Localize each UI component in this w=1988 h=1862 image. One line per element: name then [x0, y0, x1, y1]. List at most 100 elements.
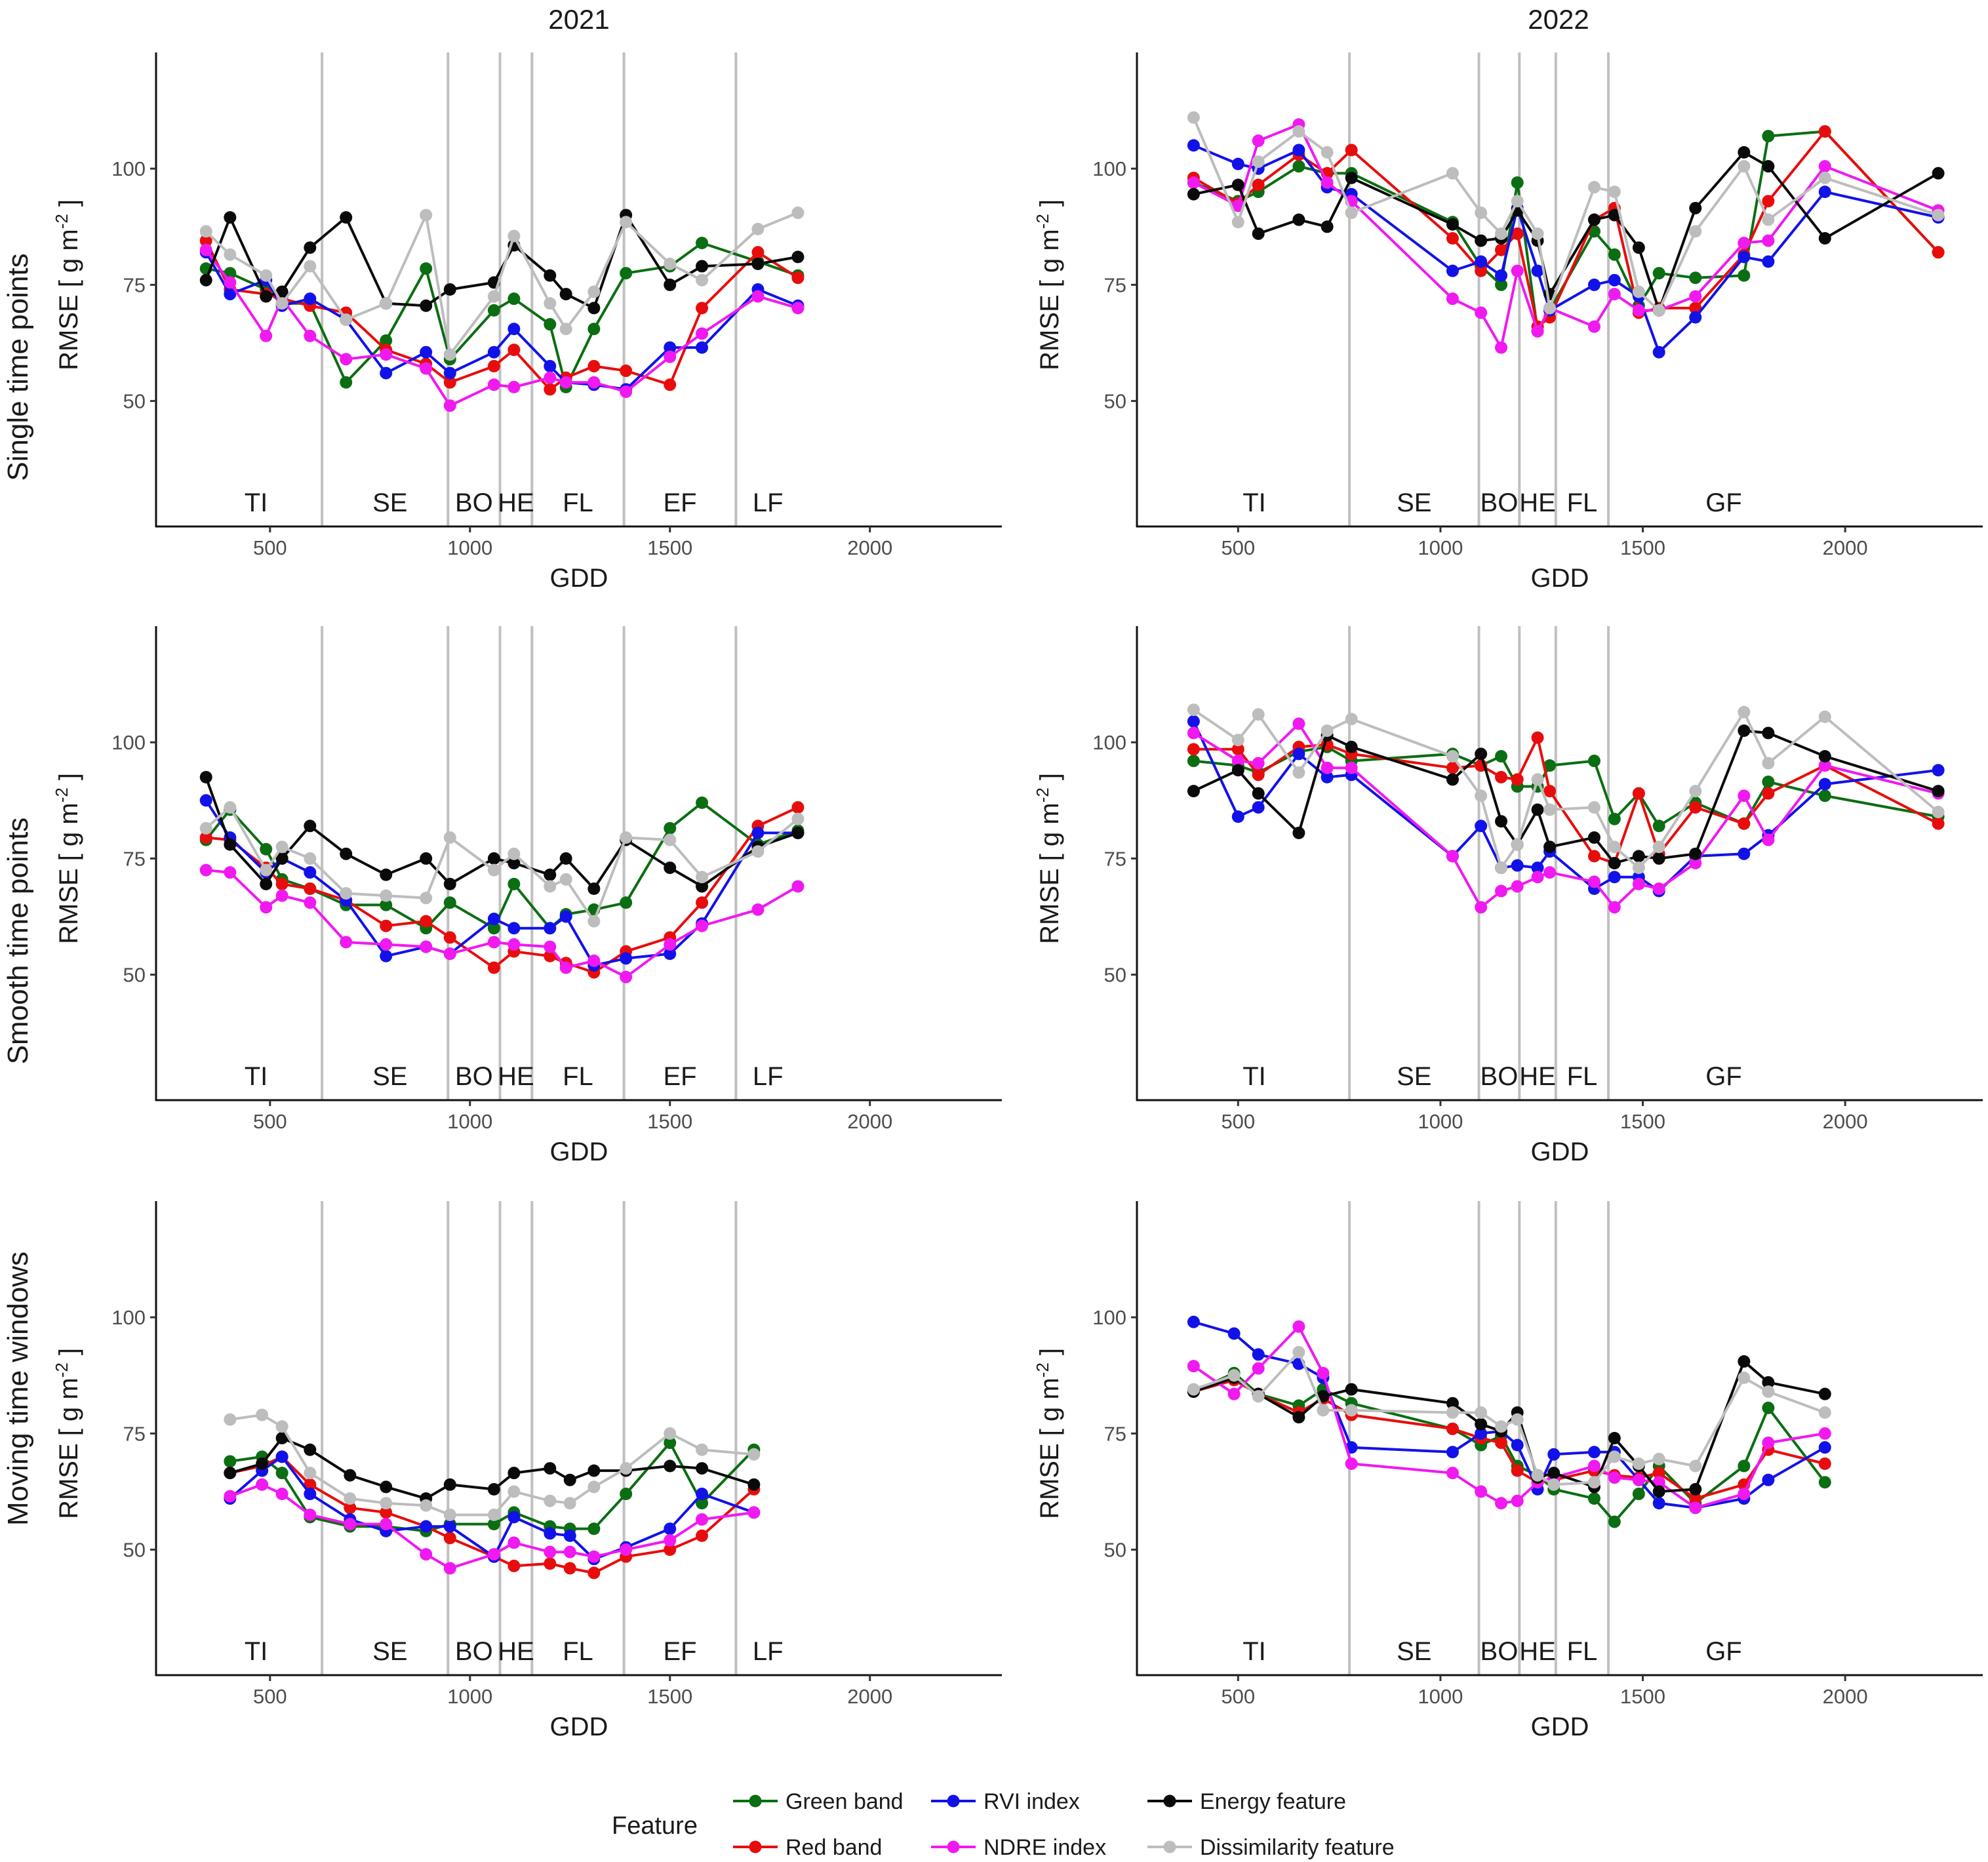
data-point-dissimilarity-feature	[1231, 734, 1244, 747]
stage-label-ef: EF	[663, 1637, 696, 1666]
data-point-dissimilarity-feature	[1345, 713, 1358, 726]
data-point-dissimilarity-feature	[304, 260, 317, 273]
data-point-green-band	[1738, 1459, 1751, 1473]
stage-label-bo: BO	[455, 1637, 493, 1666]
y-axis-label: RMSE [ g m-2 ]	[52, 773, 83, 944]
legend-item-green-band: Green band	[733, 1789, 904, 1814]
data-point-dissimilarity-feature	[507, 1485, 521, 1498]
data-point-rvi-index	[1252, 801, 1265, 814]
data-point-rvi-index	[380, 949, 393, 962]
data-point-green-band	[1762, 1401, 1775, 1414]
data-point-dissimilarity-feature	[1587, 1476, 1600, 1489]
x-axis-label: GDD	[550, 1138, 608, 1166]
data-point-red-band	[1475, 264, 1488, 277]
data-point-ndre-index	[1587, 1459, 1600, 1473]
data-point-green-band	[1762, 775, 1775, 788]
data-point-red-band	[1345, 144, 1358, 157]
data-point-dissimilarity-feature	[664, 1427, 677, 1440]
data-point-ndre-index	[1187, 1360, 1200, 1373]
legend-title: Feature	[612, 1812, 698, 1840]
data-point-rvi-index	[1292, 747, 1305, 761]
data-point-ndre-index	[487, 936, 500, 949]
data-point-energy-feature	[443, 1478, 456, 1491]
data-point-red-band	[1495, 770, 1508, 783]
data-point-dissimilarity-feature	[696, 1443, 709, 1456]
data-point-ndre-index	[304, 896, 317, 909]
x-tick-label: 1000	[1418, 536, 1463, 559]
data-point-red-band	[1762, 195, 1775, 208]
data-point-rvi-index	[559, 910, 572, 923]
data-point-rvi-index	[1652, 1497, 1665, 1510]
data-point-dissimilarity-feature	[664, 833, 677, 846]
data-point-green-band	[1762, 130, 1775, 143]
data-point-energy-feature	[224, 838, 237, 851]
data-point-red-band	[1446, 761, 1459, 774]
stage-label-ef: EF	[663, 1062, 696, 1091]
x-tick-label: 500	[253, 1110, 287, 1133]
x-axis-label: GDD	[1531, 564, 1589, 593]
data-point-ndre-index	[344, 1518, 357, 1531]
series-energy-feature	[199, 208, 805, 315]
y-tick-label: 50	[123, 390, 146, 413]
data-point-red-band	[1543, 785, 1557, 798]
data-point-ndre-index	[224, 1490, 237, 1503]
data-point-energy-feature	[1762, 1376, 1775, 1389]
y-axis-label-end: ]	[1035, 199, 1064, 214]
data-point-energy-feature	[1345, 1383, 1358, 1396]
data-point-rvi-index	[1531, 264, 1544, 277]
data-point-rvi-index	[507, 922, 521, 935]
data-point-ndre-index	[1495, 341, 1508, 354]
data-point-ndre-index	[1738, 1488, 1751, 1501]
data-point-ndre-index	[1587, 875, 1600, 888]
data-point-ndre-index	[1632, 877, 1645, 890]
data-point-green-band	[696, 1497, 709, 1510]
series-energy-feature	[199, 770, 805, 895]
data-point-ndre-index	[1608, 288, 1621, 301]
data-point-ndre-index	[443, 1562, 456, 1575]
data-point-energy-feature	[1252, 227, 1265, 240]
series-line-dissimilarity-feature	[1193, 1351, 1825, 1486]
data-point-red-band	[1932, 246, 1945, 259]
data-point-energy-feature	[1446, 773, 1459, 786]
series-ndre-index	[199, 863, 805, 983]
stage-label-gf: GF	[1705, 1062, 1742, 1091]
data-point-red-band	[1231, 743, 1244, 756]
data-point-dissimilarity-feature	[487, 863, 500, 877]
legend-label: RVI index	[984, 1789, 1080, 1814]
data-point-red-band	[420, 915, 433, 928]
panel-2021-single-time-points: TI SE BO HE FL EF LF 50 75 100 500 1000 1500 2000 GDD R…	[52, 52, 1002, 593]
data-point-ndre-index	[1187, 176, 1200, 189]
data-point-green-band	[1543, 759, 1557, 772]
data-point-energy-feature	[1818, 232, 1831, 245]
data-point-rvi-index	[1689, 311, 1702, 324]
series-green-band	[199, 796, 805, 935]
y-tick-label: 50	[123, 1539, 146, 1562]
x-tick-label: 2000	[1823, 536, 1868, 559]
data-point-red-band	[1511, 227, 1524, 240]
series-dissimilarity-feature	[224, 1408, 761, 1521]
data-point-dissimilarity-feature	[260, 863, 273, 877]
y-axis-label-text: RMSE [ g m	[1035, 229, 1064, 370]
data-point-energy-feature	[1608, 1432, 1621, 1444]
x-tick-label: 2000	[1823, 1685, 1868, 1708]
y-tick-label: 75	[123, 273, 146, 296]
data-point-green-band	[380, 898, 393, 911]
data-point-dissimilarity-feature	[1292, 1345, 1305, 1358]
data-point-dissimilarity-feature	[275, 1420, 288, 1433]
data-point-dissimilarity-feature	[1227, 1369, 1241, 1382]
data-point-dissimilarity-feature	[1531, 773, 1544, 786]
legend-key-point	[749, 1794, 762, 1808]
stage-label-se: SE	[372, 1062, 407, 1091]
data-point-green-band	[1587, 1492, 1600, 1505]
data-point-dissimilarity-feature	[1345, 207, 1358, 220]
data-point-ndre-index	[544, 940, 557, 953]
y-axis-label-superscript: -2	[52, 787, 71, 802]
data-point-energy-feature	[1292, 213, 1305, 226]
data-point-dissimilarity-feature	[1632, 285, 1645, 298]
data-point-rvi-index	[563, 1529, 576, 1542]
data-point-dissimilarity-feature	[1531, 1469, 1544, 1482]
data-point-ndre-index	[443, 399, 456, 412]
data-point-dissimilarity-feature	[696, 273, 709, 287]
data-point-red-band	[791, 271, 805, 285]
data-point-ndre-index	[487, 1548, 500, 1561]
